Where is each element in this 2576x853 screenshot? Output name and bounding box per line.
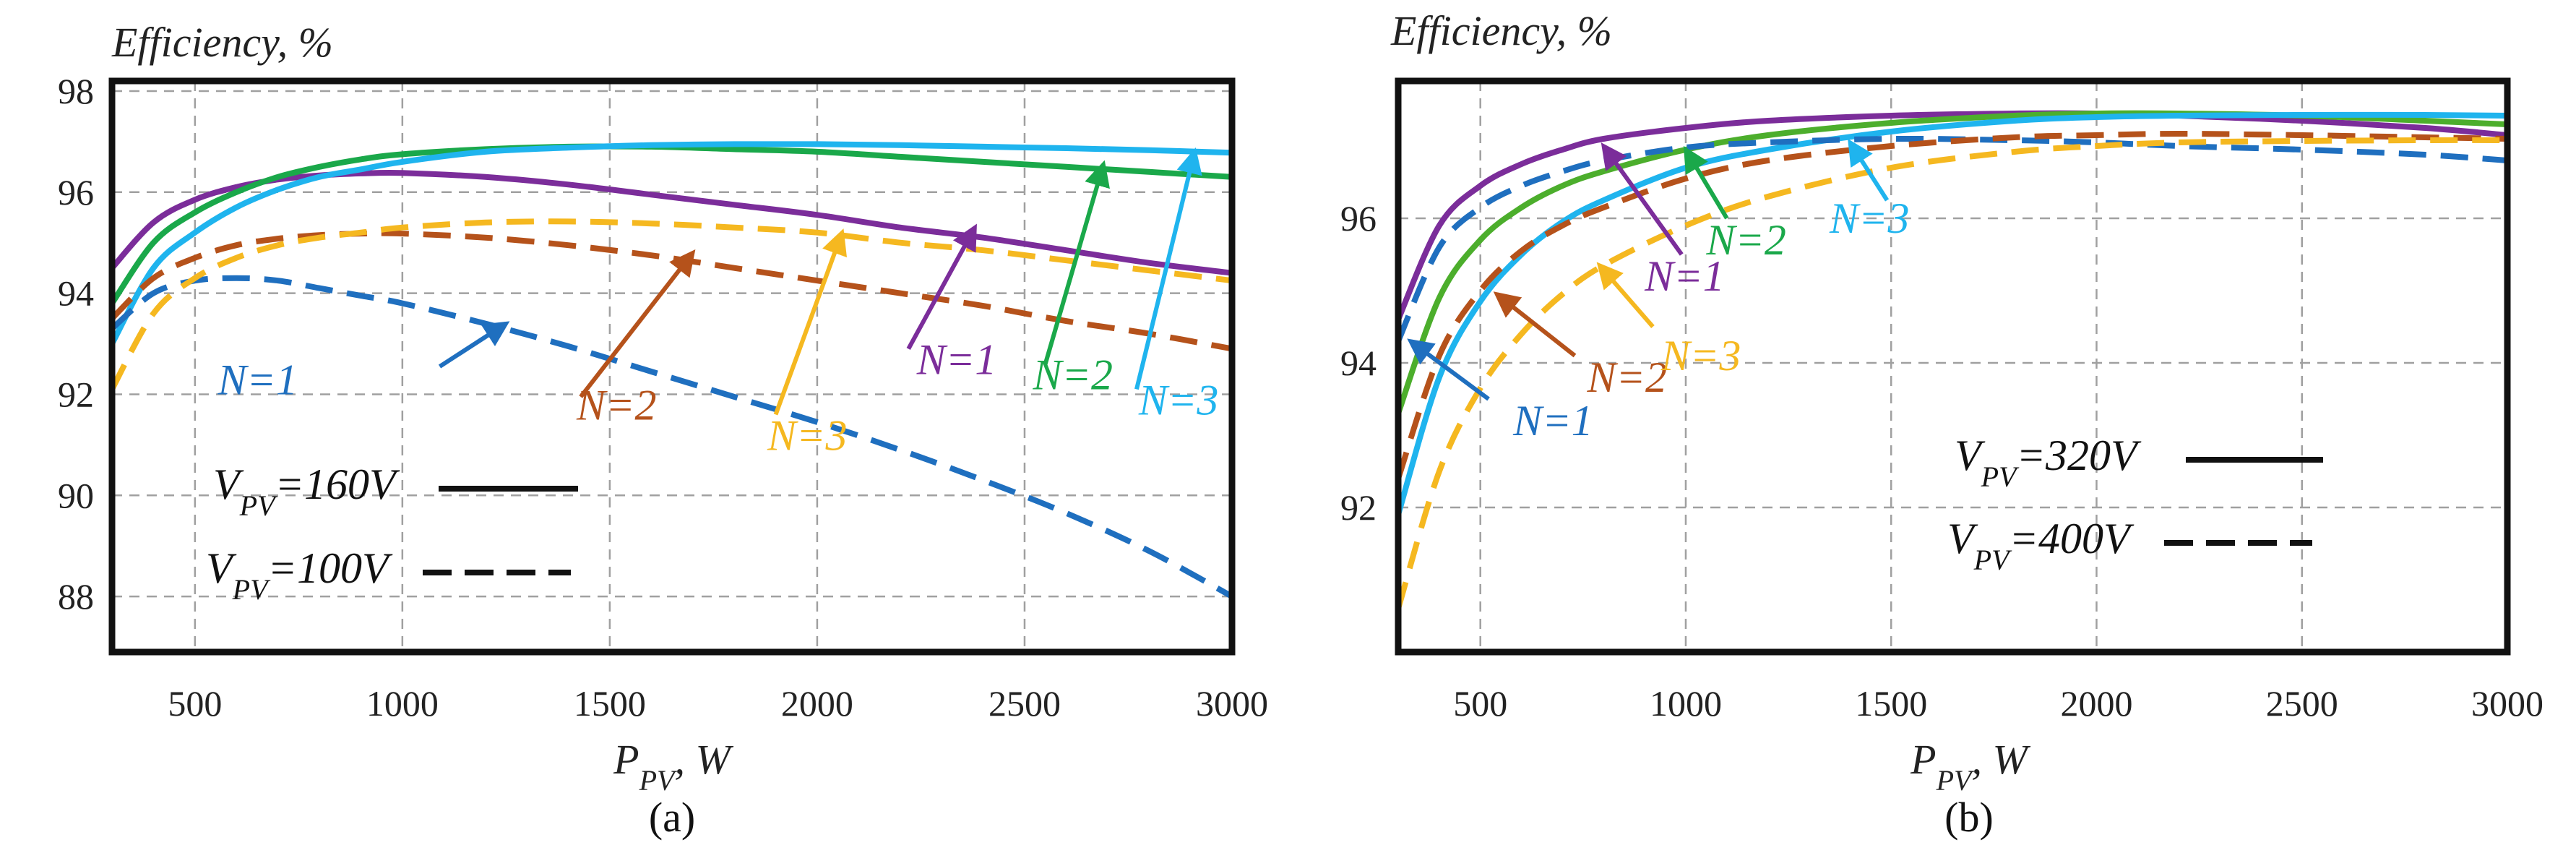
annotation-label: N=2 — [1587, 353, 1668, 401]
x-tick-label: 2500 — [2266, 683, 2338, 724]
legend-label: VPV=400V — [1947, 515, 2135, 576]
series-line — [1398, 135, 2507, 343]
panel-b: 92 94 96 500 1000 1500 2000 2500 3000 Efficiency,… — [1340, 7, 2543, 841]
x-tick-label: 2000 — [2060, 683, 2132, 724]
legend-label: VPV=320V — [1955, 432, 2142, 493]
panel-a: 88 90 92 94 96 98 500 1000 1500 2000 2500 3000 Effic… — [58, 19, 1268, 841]
x-axis-label-sub: PV — [1936, 764, 1975, 797]
annotation-label: N=2 — [576, 381, 657, 429]
x-tick-label: 2500 — [988, 683, 1061, 724]
annotation-label: N=2 — [1705, 216, 1786, 264]
x-axis-label-unit: , W — [1971, 736, 2030, 783]
annotation-label: N=3 — [1660, 332, 1741, 380]
annotation-label: N=2 — [1032, 351, 1113, 398]
series-line — [112, 230, 1232, 352]
y-tick-label: 92 — [1340, 487, 1377, 528]
x-tick-label: 500 — [168, 683, 222, 724]
annotation-arrow — [1683, 145, 1729, 220]
series-line — [112, 169, 1232, 276]
x-tick-label: 1500 — [574, 683, 646, 724]
annotation-arrow — [1596, 262, 1655, 328]
annotation-label: N=3 — [1138, 376, 1219, 424]
annotation-label: N=1 — [916, 335, 997, 383]
legend-main: V — [1955, 432, 1986, 479]
legend-main: V — [1947, 515, 1978, 562]
annotation-arrow — [579, 249, 696, 398]
series-line — [1398, 130, 2507, 480]
legend-sub: PV — [239, 489, 278, 522]
x-axis-label: PPV, W — [613, 736, 733, 797]
x-axis-label-sub: PV — [639, 764, 678, 797]
annotation-arrow — [1134, 147, 1202, 390]
legend-sub: PV — [1981, 460, 2020, 493]
legend-main: V — [213, 460, 244, 508]
annotation-label: N=1 — [1644, 252, 1725, 300]
y-tick-label: 94 — [58, 273, 94, 314]
x-tick-label: 1500 — [1855, 683, 1927, 724]
legend-rest: =320V — [2017, 432, 2142, 479]
x-axis-label: PPV, W — [1910, 736, 2030, 797]
series-line — [112, 218, 1232, 391]
legend-sub: PV — [1973, 544, 2012, 576]
y-tick-label: 96 — [58, 172, 94, 213]
y-tick-label: 92 — [58, 374, 94, 414]
series-group — [1398, 110, 2507, 610]
panel-label: (a) — [649, 794, 695, 841]
annotation-arrow — [773, 228, 847, 416]
series-group — [112, 141, 1232, 599]
annotation-label: N=3 — [767, 411, 848, 459]
x-axis-label-main: P — [1910, 736, 1936, 783]
annotation-arrow — [1043, 160, 1110, 365]
legend-label: VPV=160V — [213, 460, 400, 522]
annotation-label: N=1 — [217, 356, 298, 403]
annotation-arrow — [438, 321, 510, 369]
x-tick-label: 500 — [1453, 683, 1507, 724]
y-tick-label: 94 — [1340, 343, 1377, 383]
annotation-arrow — [906, 223, 977, 350]
annotation-arrow — [1407, 338, 1490, 401]
legend-rest: =100V — [268, 544, 393, 592]
legend-main: V — [206, 544, 237, 592]
x-tick-label: 1000 — [1650, 683, 1722, 724]
x-tick-label: 3000 — [2471, 683, 2543, 724]
series-line — [112, 275, 1232, 599]
x-tick-label: 3000 — [1196, 683, 1268, 724]
y-tick-label: 98 — [58, 71, 94, 111]
series-line — [1398, 137, 2507, 610]
panel-label: (b) — [1944, 794, 1994, 841]
annotation-arrow — [1848, 138, 1890, 202]
x-axis-label-unit: , W — [674, 736, 733, 783]
series-line — [1398, 110, 2507, 321]
x-tick-label: 1000 — [366, 683, 439, 724]
y-tick-label: 88 — [58, 576, 94, 617]
x-axis-label-main: P — [613, 736, 639, 783]
y-tick-label: 96 — [1340, 198, 1377, 239]
plot-frame — [108, 77, 1236, 656]
x-tick-label: 2000 — [781, 683, 853, 724]
y-tick-label: 90 — [58, 475, 94, 515]
annotation-arrow — [1601, 142, 1684, 256]
y-axis-label: Efficiency, % — [111, 19, 333, 66]
series-line — [112, 141, 1232, 346]
annotation-label: N=3 — [1829, 194, 1910, 242]
legend-rest: =160V — [275, 460, 400, 508]
annotation-label: N=1 — [1512, 397, 1593, 445]
series-line — [1398, 111, 2507, 516]
annotation-arrow — [1493, 291, 1577, 358]
y-axis-label: Efficiency, % — [1390, 7, 1612, 54]
legend-sub: PV — [232, 573, 271, 606]
plot-frame — [1395, 77, 2511, 656]
legend-rest: =400V — [2009, 515, 2135, 562]
legend-label: VPV=100V — [206, 544, 393, 606]
